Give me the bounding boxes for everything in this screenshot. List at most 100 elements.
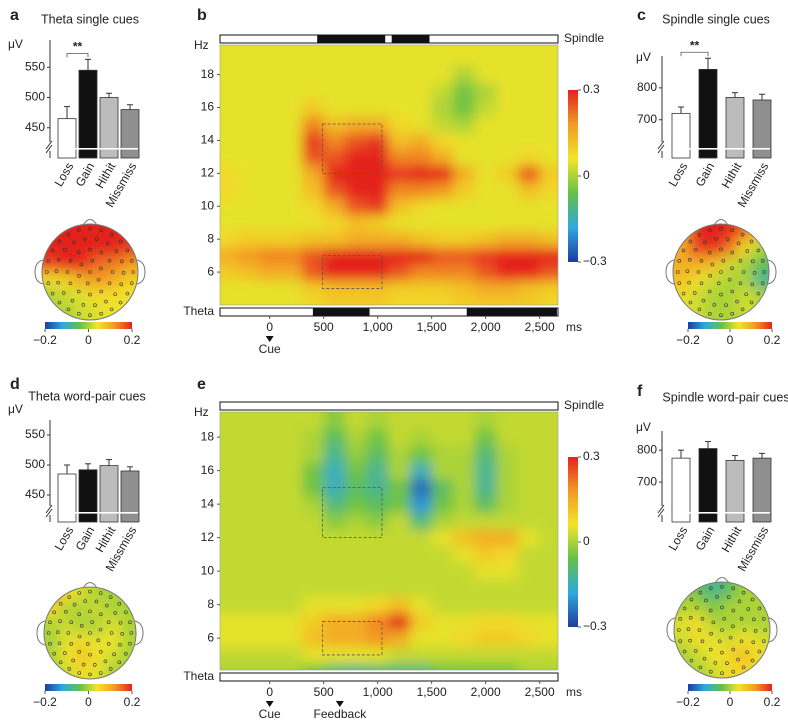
heatmap-cell [431,646,454,664]
heatmap-cell [410,45,433,67]
heatmap-cell [220,596,238,614]
heatmap-cell [366,181,389,199]
electrode [717,639,722,644]
heatmap-cell [388,462,411,480]
colorbar-label: 0 [583,168,590,182]
topomap-cell [74,288,91,305]
topomap-cell [90,240,107,257]
electrode [725,661,729,666]
heatmap-cell [474,198,497,215]
heatmap-cell [237,82,260,100]
electrode [710,262,715,267]
x-tick-label: 2,500 [525,320,555,334]
heatmap-cell [474,663,497,670]
y-axis-label: μV [8,37,23,51]
heatmap-cell [237,132,260,150]
electrode [85,281,90,286]
topomap-cell [722,662,739,678]
electrode [742,628,747,632]
heatmap-cell [302,462,325,480]
heatmap-cell [237,629,260,648]
axis-break-gap [59,148,138,150]
topomap-cell [120,587,136,603]
topomap-cell [737,304,754,320]
heatmap-cell [302,596,325,614]
heatmap-cell [237,596,260,614]
heatmap-cell [388,579,411,597]
topomap-cell [721,288,738,305]
electrode [79,262,84,267]
significance-segment [312,308,370,316]
heatmap-cell [539,198,558,215]
heatmap-cell [237,115,260,133]
heatmap-cell [302,479,325,497]
heatmap-cell [539,445,558,463]
colorbar [45,684,132,691]
heatmap-cell [388,247,411,265]
topomap-cell [90,256,107,273]
heatmap-cell [474,579,497,597]
topomap-cell [74,224,91,241]
topomap-cell [673,256,690,273]
y-tick-label: 6 [207,630,214,644]
heatmap-cell [323,546,346,564]
heatmap-cell [237,214,260,232]
heatmap-cell [258,280,281,298]
heatmap-cell [496,165,519,183]
electrode [750,282,755,287]
heatmap-cell [410,230,433,248]
electrode [56,630,60,634]
electrode [79,623,84,628]
y-tick-label: 10 [201,198,215,212]
heatmap-cells [220,45,558,305]
heatmap-cell [431,230,454,248]
electrode [736,241,741,246]
heatmap-cell [220,165,238,183]
topomap-cell [90,288,107,305]
topomap-cell [753,304,769,320]
heatmap-cell [280,629,303,648]
heatmap-cell [539,529,558,547]
topomap-cell [705,256,722,273]
heatmap-cell [237,646,260,664]
heatmap-cell [388,263,411,281]
heatmap-cell [410,296,433,305]
electrode [694,247,698,252]
heatmap-cell [258,181,281,199]
heatmap-cell [474,462,497,480]
electrode [686,627,691,631]
heatmap-cell [302,165,325,183]
heatmap-cell [474,247,497,265]
x-tick-label: 500 [314,320,334,334]
heatmap-cell [474,596,497,614]
electrode [708,608,713,613]
electrode [735,299,739,304]
electrode [88,672,92,677]
topomap-cell [59,587,76,603]
topomap-cell [705,240,722,257]
heatmap-cell [302,562,325,581]
heatmap-cell [237,280,260,298]
electrode [720,650,724,655]
topomap-cell [74,617,91,634]
electrode [738,281,743,286]
heatmap-cell [474,115,497,133]
electrode [88,227,92,231]
electrode [58,601,63,606]
topomap-cell [689,224,706,241]
heatmap-cell [518,280,541,298]
heatmap-cell [237,263,260,281]
topomap-cell [673,224,690,241]
heatmap-cell [345,412,368,430]
heatmap-cell [258,132,281,150]
heatmap-cell [345,512,368,530]
heatmap-cell [410,579,433,597]
heatmap-cell [410,263,433,281]
heatmap-cell [258,579,281,597]
heatmap-cell [280,613,303,631]
heatmap-cell [410,629,433,648]
topomap-cell [106,272,123,289]
heatmap-cell [280,263,303,281]
electrode [113,611,117,615]
heatmap-cell [388,99,411,117]
